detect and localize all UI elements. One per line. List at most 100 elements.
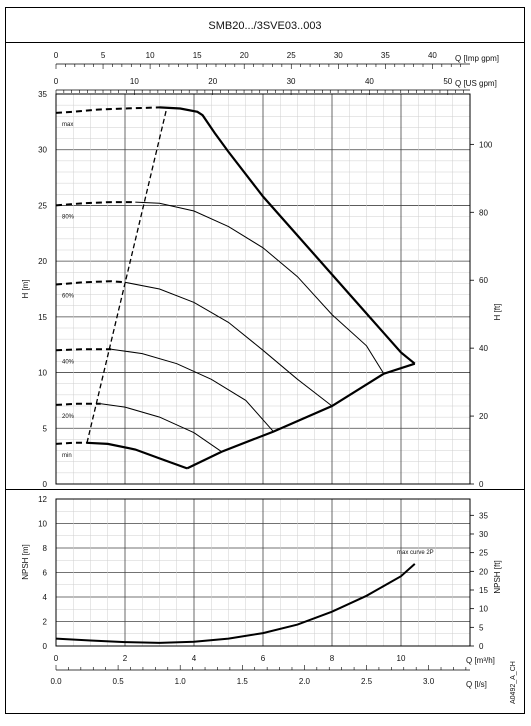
h-right-tick-label: 20 [479,412,488,421]
h-curve-80% [135,201,385,374]
top-axis-imp-label: Q [Imp gpm] [455,54,499,63]
npsh-left-tick-label: 0 [43,642,48,651]
npsh-left-tick-label: 10 [38,520,47,529]
h-left-tick-label: 10 [38,369,47,378]
npsh-chart-curves [55,563,416,644]
h-chart-plot-area [55,93,471,485]
h-left-tick-label: 30 [38,146,47,155]
top-axis-imp-tick-label: 25 [287,51,296,60]
top-axis-us-tick-label: 40 [365,77,374,86]
top-axis-us-tick-label: 30 [287,77,296,86]
h-curve-40% [111,348,274,432]
top-axis-imp-tick-label: 35 [381,51,390,60]
operating-limit-curve [186,362,416,470]
top-axis-us-tick-label: 20 [208,77,217,86]
npsh-right-tick-label: 15 [479,586,488,595]
h-chart-ticks: 0 5 10 15 20 25 30 35 0 20 40 60 80 100 [38,90,493,489]
npsh-right-tick-label: 30 [479,530,488,539]
bottom-axis-ls-tick-label: 0.5 [113,677,125,686]
top-axis-us-tick-label: 10 [130,77,139,86]
bottom-axis-ls-label: Q [l/s] [466,680,487,689]
curve-label-max: max [62,122,73,128]
curve-label-20%: 20% [62,414,75,420]
min-flow-boundary [86,109,168,443]
npsh-chart-ticks: 0 2 4 6 8 10 12 0 5 10 15 20 25 30 35 [38,495,488,651]
npsh-right-tick-label: 0 [479,642,484,651]
curve-label-40%: 40% [62,359,75,365]
top-axis-imp-tick-label: 0 [54,51,59,60]
h-left-tick-label: 15 [38,313,47,322]
h-left-tick-label: 5 [43,424,48,433]
bottom-axis-m3h-tick-label: 4 [192,654,197,663]
npsh-right-tick-label: 35 [479,511,488,520]
top-axis-us-tick-label: 50 [443,77,452,86]
bottom-axis-m3h-label: Q [m³/h] [466,656,495,665]
npsh-right-tick-label: 5 [479,623,484,632]
npsh-right-tick-label: 25 [479,549,488,558]
h-right-tick-label: 40 [479,344,488,353]
h-left-tick-label: 0 [43,480,48,489]
npsh-right-tick-label: 20 [479,567,488,576]
bottom-axis-ls-tick-label: 2.5 [361,677,373,686]
bottom-flow-axes: 0 2 4 6 8 10 0.0 0.5 1.0 1.5 2.0 2.5 3.0 [50,654,470,686]
document-code: A0492_A_CH [510,661,517,704]
top-axis-imp-tick-label: 40 [428,51,437,60]
h-chart-curves [55,106,416,470]
npsh-left-axis-label: NPSH [m] [21,544,30,580]
top-axis-imp-tick-label: 10 [146,51,155,60]
bottom-axis-m3h-tick-label: 8 [330,654,335,663]
bottom-axis-ls-tick-label: 3.0 [423,677,435,686]
bottom-axis-m3h-tick-label: 0 [54,654,59,663]
top-axis-us-tick-label: 0 [54,77,59,86]
curve-label-60%: 60% [62,294,75,300]
h-left-tick-label: 20 [38,257,47,266]
npsh-curve-annotation: max curve 2P [397,550,434,556]
npsh-left-tick-label: 8 [43,544,48,553]
h-right-tick-label: 0 [479,480,484,489]
h-curve-60% [124,281,333,407]
sheet-border [5,7,525,714]
npsh-left-tick-label: 6 [43,569,48,578]
h-curve-dashed [55,201,136,207]
npsh-right-tick-label: 10 [479,605,488,614]
h-left-axis-label: H [m] [21,279,30,298]
h-chart-curve-labels: max 80% 60% 40% 20% min [62,122,75,459]
h-curve-dashed [55,106,160,114]
bottom-axis-ls-tick-label: 1.5 [237,677,249,686]
bottom-axis-m3h-tick-label: 6 [261,654,266,663]
h-right-tick-label: 60 [479,276,488,285]
bottom-axis-ls-tick-label: 2.0 [299,677,311,686]
h-curve-min [86,441,188,470]
h-left-tick-label: 35 [38,90,47,99]
bottom-axis-m3h-tick-label: 2 [123,654,128,663]
top-axis-imp-tick-label: 5 [101,51,106,60]
npsh-left-tick-label: 12 [38,495,47,504]
bottom-axis-m3h-tick-label: 10 [397,654,406,663]
curve-label-min: min [62,453,72,459]
h-curve-max [159,106,416,365]
h-right-tick-label: 80 [479,208,488,217]
h-curve-dashed [55,441,87,445]
h-curve-dashed [55,280,126,286]
h-right-tick-label: 100 [479,140,493,149]
curve-label-80%: 80% [62,214,75,220]
top-flow-axes: 0 5 10 15 20 25 30 35 40 0 10 20 30 40 50 [54,51,470,95]
h-curve-20% [100,403,222,453]
h-left-tick-label: 25 [38,201,47,210]
h-chart-grid [55,93,471,485]
top-axis-us-label: Q [US gpm] [455,79,497,88]
bottom-axis-ls-tick-label: 1.0 [175,677,187,686]
npsh-chart-plot-area [55,498,471,647]
npsh-left-tick-label: 4 [43,593,48,602]
top-axis-imp-tick-label: 15 [193,51,202,60]
npsh-chart-grid [55,498,471,647]
h-right-axis-label: H [ft] [493,304,502,321]
chart-title: SMB20.../3SVE03..003 [208,20,321,32]
h-curve-dashed [55,402,101,406]
bottom-axis-ls-tick-label: 0.0 [50,677,62,686]
top-axis-imp-tick-label: 30 [334,51,343,60]
npsh-curve [55,563,416,644]
top-axis-imp-tick-label: 20 [240,51,249,60]
npsh-right-axis-label: NPSH [ft] [493,560,502,593]
